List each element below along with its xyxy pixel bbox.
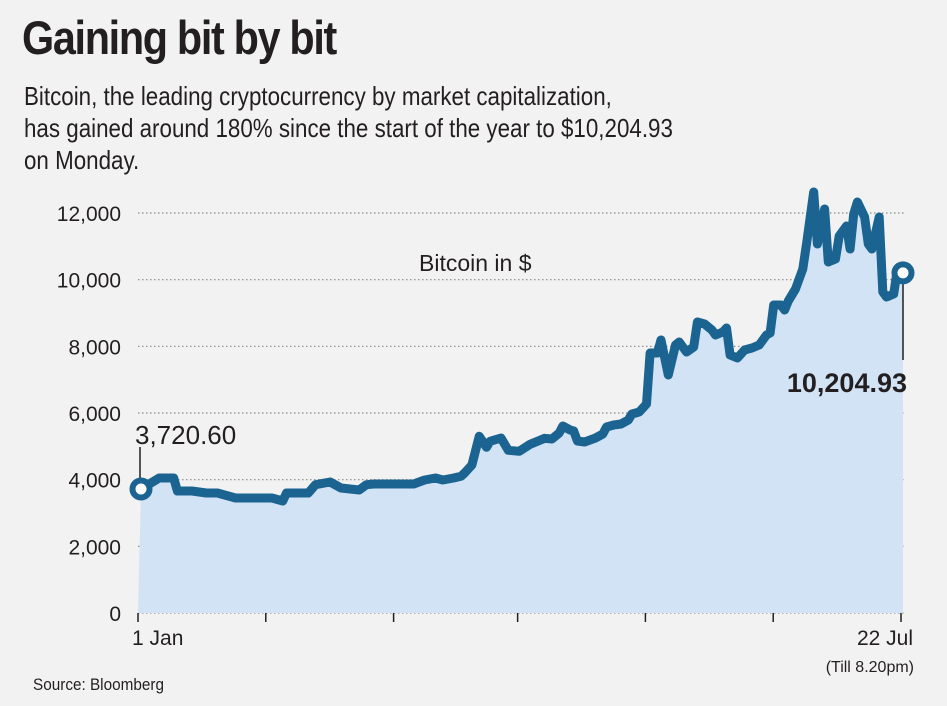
- y-tick-label: 0: [109, 603, 121, 626]
- y-tick-label: 12,000: [57, 203, 121, 226]
- start-point-marker: [129, 477, 153, 501]
- price-area-fill: [138, 192, 903, 613]
- x-tick-label: 1 Jan: [132, 627, 183, 650]
- y-axis-labels: 0 2,000 4,000 6,000 8,000 10,000 12,000: [57, 203, 121, 626]
- series-label: Bitcoin in $: [419, 250, 532, 276]
- y-tick-label: 2,000: [68, 536, 121, 559]
- start-value-label: 3,720.60: [135, 420, 236, 450]
- chart-title: Gaining bit by bit: [22, 11, 337, 64]
- subtitle-line: has gained around 180% since the start o…: [24, 113, 673, 143]
- y-tick-label: 4,000: [68, 470, 121, 493]
- chart-subtitle: Bitcoin, the leading cryptocurrency by m…: [24, 80, 884, 176]
- x-tick-label: 22 Jul: [857, 627, 913, 650]
- end-value-label: 10,204.93: [787, 368, 907, 398]
- end-point-marker: [891, 261, 915, 285]
- y-tick-label: 10,000: [57, 270, 121, 293]
- price-line: [136, 187, 908, 506]
- source-note: Source: Bloomberg: [33, 675, 164, 694]
- x-axis: 1 Jan 22 Jul: [132, 613, 913, 650]
- y-tick-label: 6,000: [68, 403, 121, 426]
- subtitle-line: on Monday.: [24, 145, 140, 175]
- x-axis-note: (Till 8.20pm): [826, 659, 914, 676]
- subtitle-line: Bitcoin, the leading cryptocurrency by m…: [24, 81, 612, 111]
- y-tick-label: 8,000: [68, 336, 121, 359]
